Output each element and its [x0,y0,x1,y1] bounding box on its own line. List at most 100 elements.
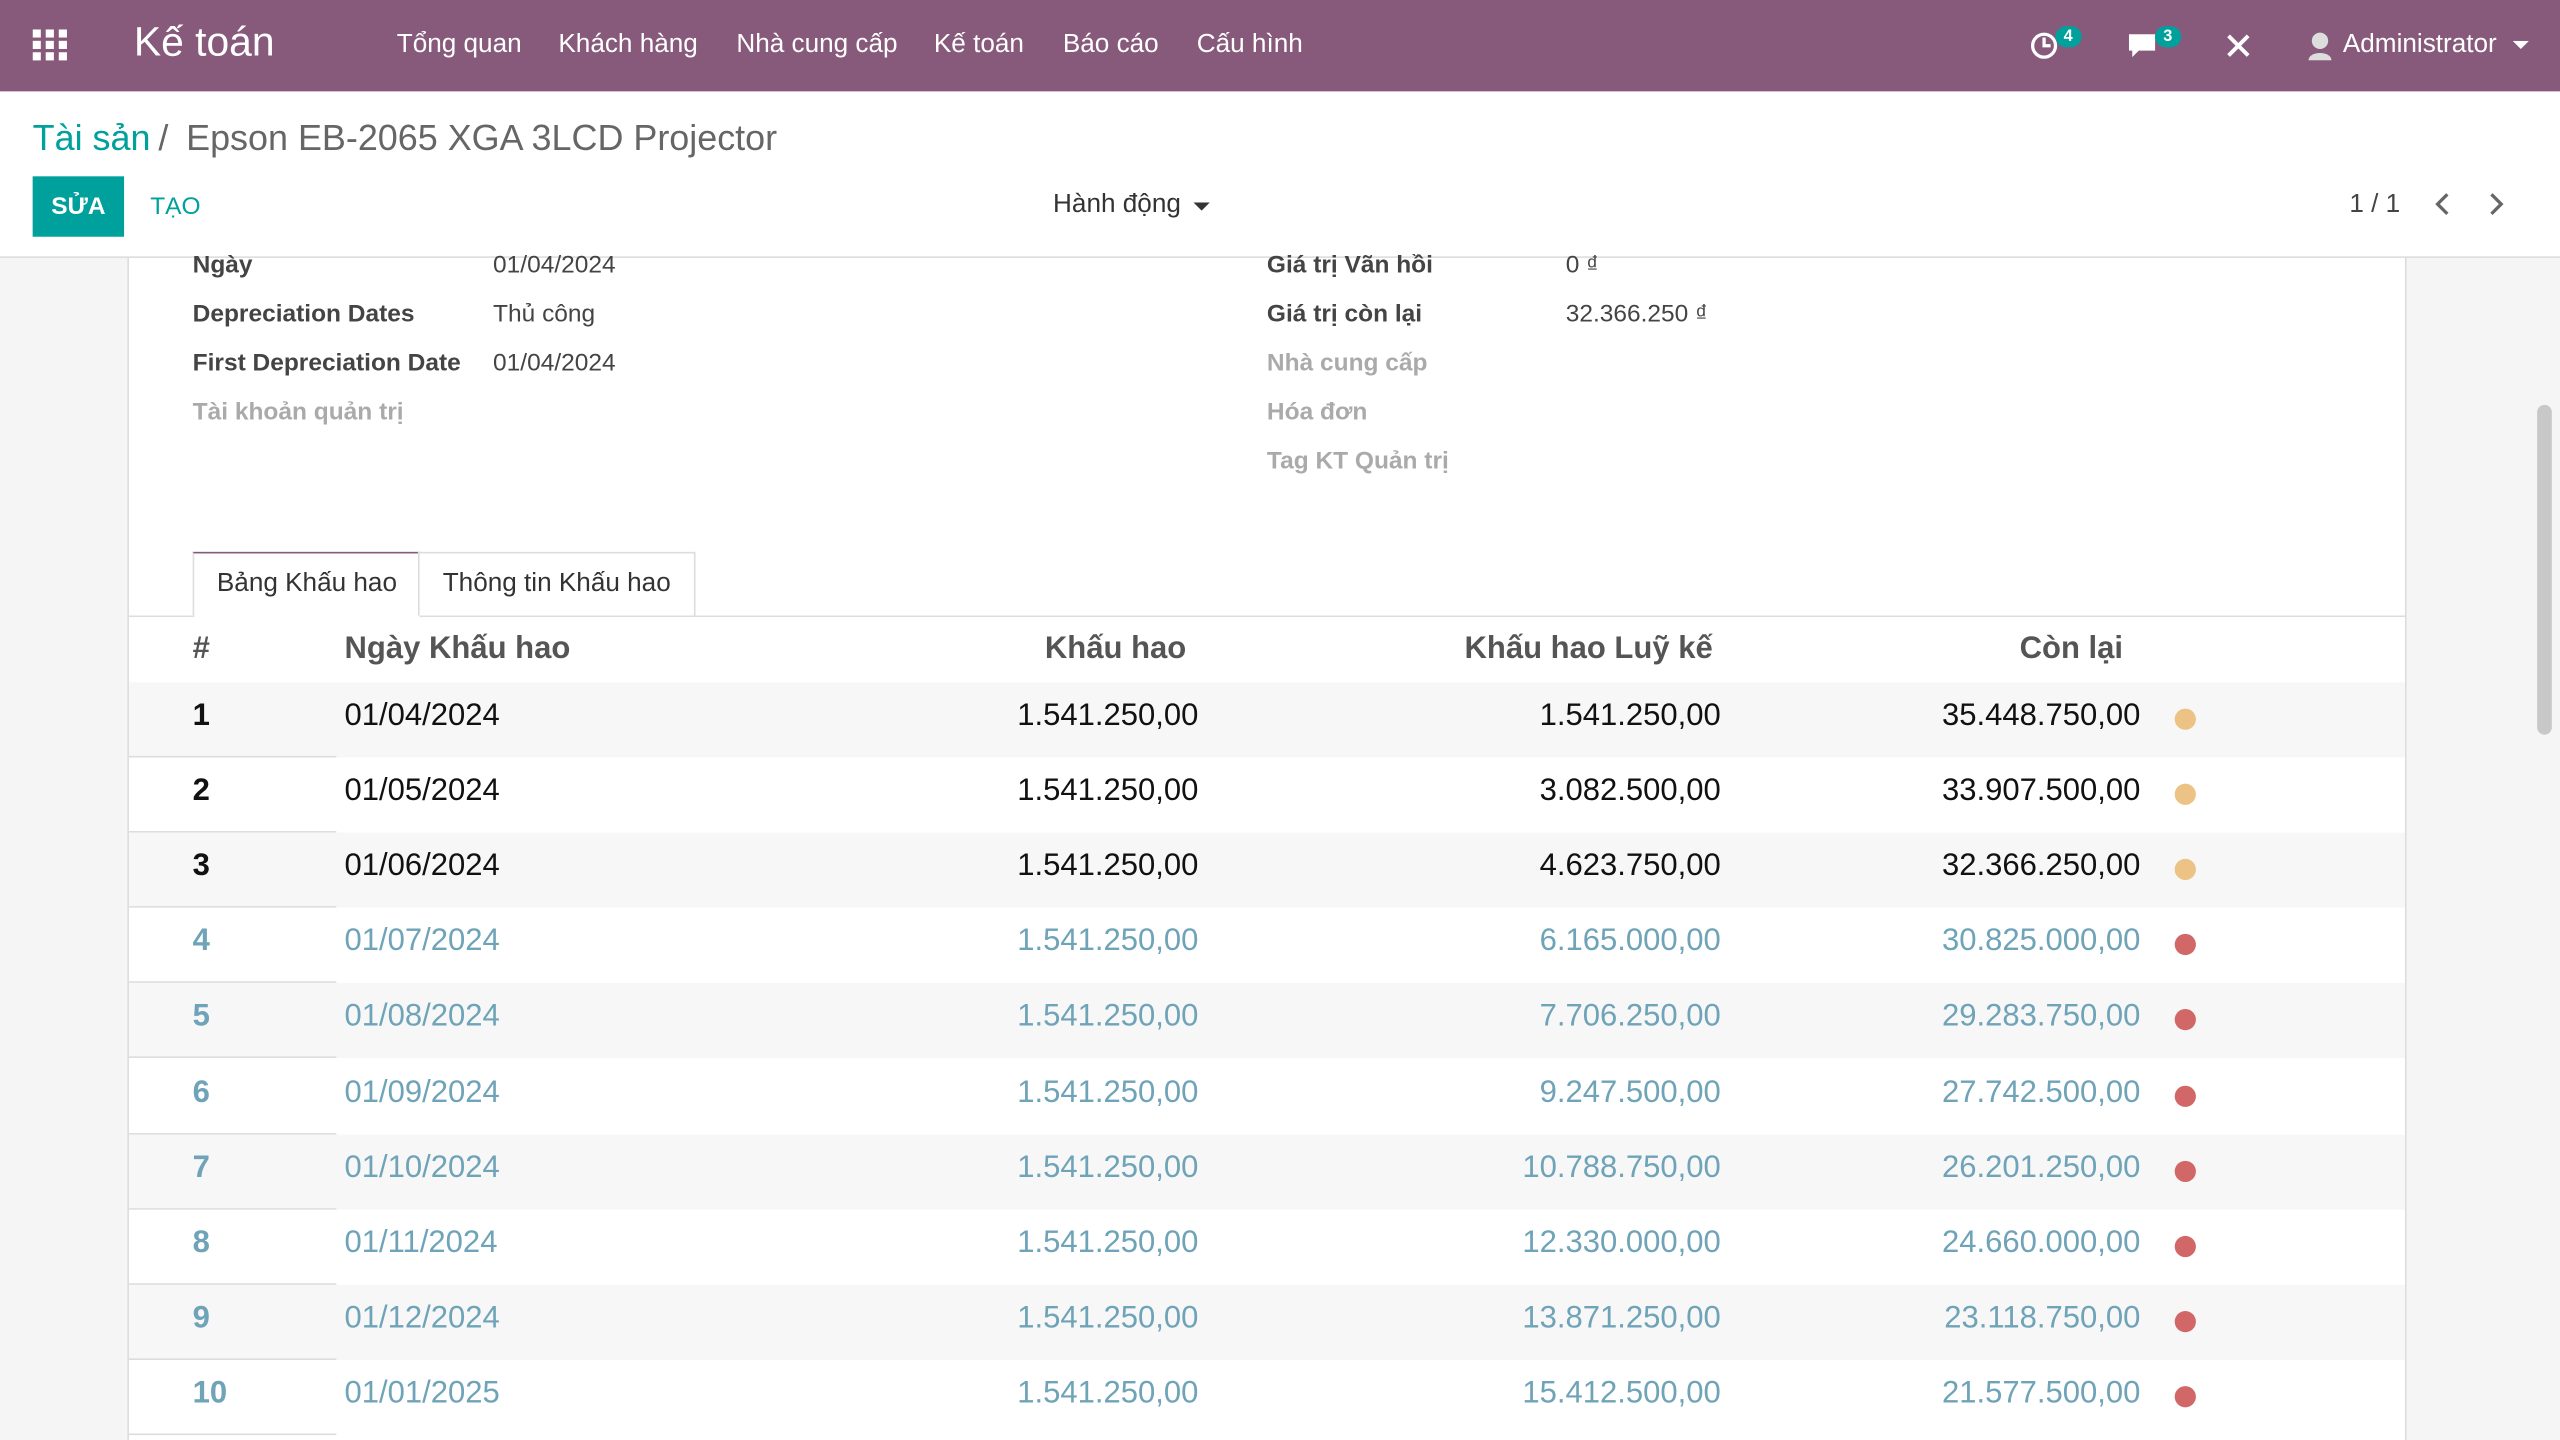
table-row [128,1209,2405,1285]
field-label: Hóa đơn [1266,398,1368,427]
apps-icon[interactable] [32,29,69,62]
create-button[interactable]: TẠO [150,192,201,221]
menu-item[interactable]: Tổng quan [396,31,522,59]
cell: 29.283.750,00 [1942,999,2141,1035]
table-row [128,983,2405,1059]
menu-item[interactable]: Cấu hình [1196,31,1303,59]
breadcrumb-separator: / [158,117,169,159]
field-label: Tài khoản quản trị [192,398,404,427]
cell: 35.448.750,00 [1942,698,2141,734]
table-header-bg [128,617,2405,685]
state-dot [2174,1009,2196,1031]
cell: 1.541.250,00 [1017,1225,1199,1260]
tools-icon[interactable] [2225,33,2251,59]
cell: 33.907.500,00 [1942,774,2141,809]
cell: 15.412.500,00 [1522,1376,1721,1411]
form-sheet: Ngày 01/04/2024 Depreciation Dates Thủ công… [127,251,2407,1440]
field-value: 0 ₫ [1565,251,1599,280]
field-label: Depreciation Dates [192,300,415,329]
table-row [128,682,2405,758]
cell: 01/09/2024 [344,1075,500,1110]
edit-button[interactable]: SỬA [32,176,125,237]
cell: 7.706.250,00 [1539,999,1721,1035]
state-dot [2174,1310,2196,1332]
menu-item[interactable]: Khách hàng [558,31,698,59]
column-header: Khấu hao [1044,631,1187,667]
cell: 01/04/2024 [344,698,500,734]
column-header: Còn lại [2019,631,2124,667]
navbar: Kế toán 4 3 Administrator Tổng quan Khách… [0,0,2560,92]
action-dropdown[interactable]: Hành động [1053,191,1181,219]
field-label: Nhà cung cấp [1266,349,1428,378]
cell: 1.541.250,00 [1017,698,1199,734]
row-number: 1 [192,698,210,734]
cell: 6.165.000,00 [1539,924,1721,959]
tab-active[interactable]: Bảng Khấu hao [192,551,422,619]
cell: 01/07/2024 [344,924,500,959]
caret [2512,40,2529,49]
messages-icon[interactable] [2126,31,2159,60]
cell: 01/08/2024 [344,999,500,1035]
cell: 21.577.500,00 [1942,1376,2141,1411]
menu-item[interactable]: Nhà cung cấp [736,31,898,59]
menu-item[interactable]: Báo cáo [1062,31,1159,59]
row-divider [128,1056,337,1059]
cell: 1.541.250,00 [1539,698,1721,734]
cell: 3.082.500,00 [1539,774,1721,809]
row-divider [128,906,337,909]
app-name[interactable]: Kế toán [133,19,275,66]
menu-item[interactable]: Kế toán [933,31,1024,59]
state-dot [2174,1235,2196,1257]
cell: 27.742.500,00 [1942,1075,2141,1110]
state-dot [2174,708,2196,730]
tab-line [128,615,2405,618]
cell: 1.541.250,00 [1017,999,1199,1035]
field-label: Giá trị còn lại [1266,300,1423,329]
cell: 30.825.000,00 [1942,924,2141,959]
field-value: 01/04/2024 [493,349,616,378]
caret [1193,202,1210,211]
scrollbar[interactable] [2537,404,2552,735]
cell: 26.201.250,00 [1942,1150,2141,1185]
state-dot [2174,1385,2196,1408]
table-row [128,1284,2405,1360]
control-panel: Tài sản / Epson EB-2065 XGA 3LCD Project… [0,91,2560,258]
column-header: Khấu hao Luỹ kế [1464,631,1713,667]
breadcrumb-parent[interactable]: Tài sản [32,117,151,159]
cell: 01/11/2024 [344,1225,498,1260]
cell: 10.788.750,00 [1522,1150,1721,1185]
row-divider [128,1132,337,1134]
row-number: 10 [192,1376,228,1411]
pager-prev[interactable] [2433,193,2453,216]
cell: 01/12/2024 [344,1300,500,1336]
field-label: Tag KT Quản trị [1266,447,1449,476]
row-divider [128,755,337,758]
cell: 1.541.250,00 [1017,1376,1199,1411]
table-row [128,832,2405,909]
field-label: Ngày [192,251,253,280]
user-name[interactable]: Administrator [2342,31,2497,59]
table-row [128,757,2405,833]
row-number: 3 [192,849,210,884]
row-divider [128,1207,337,1210]
field-value: 01/04/2024 [493,251,616,280]
cell: 23.118.750,00 [1944,1300,2141,1336]
user-avatar[interactable] [2307,31,2333,61]
cell: 01/01/2025 [344,1376,500,1411]
cell: 1.541.250,00 [1017,849,1199,884]
field-value: Thủ công [493,300,596,329]
row-divider [128,1282,337,1285]
pager-next[interactable] [2487,193,2507,216]
row-number: 8 [192,1225,210,1260]
cell: 32.366.250,00 [1942,849,2141,884]
row-number: 5 [192,999,210,1035]
state-dot [2174,1084,2196,1107]
field-label: First Depreciation Date [192,349,461,378]
activity-badge: 4 [2055,26,2081,48]
activity-icon[interactable] [2029,31,2058,60]
row-number: 2 [192,774,210,809]
tab[interactable]: Thông tin Khấu hao [417,551,696,616]
state-dot [2174,859,2196,881]
row-divider [128,1433,337,1435]
